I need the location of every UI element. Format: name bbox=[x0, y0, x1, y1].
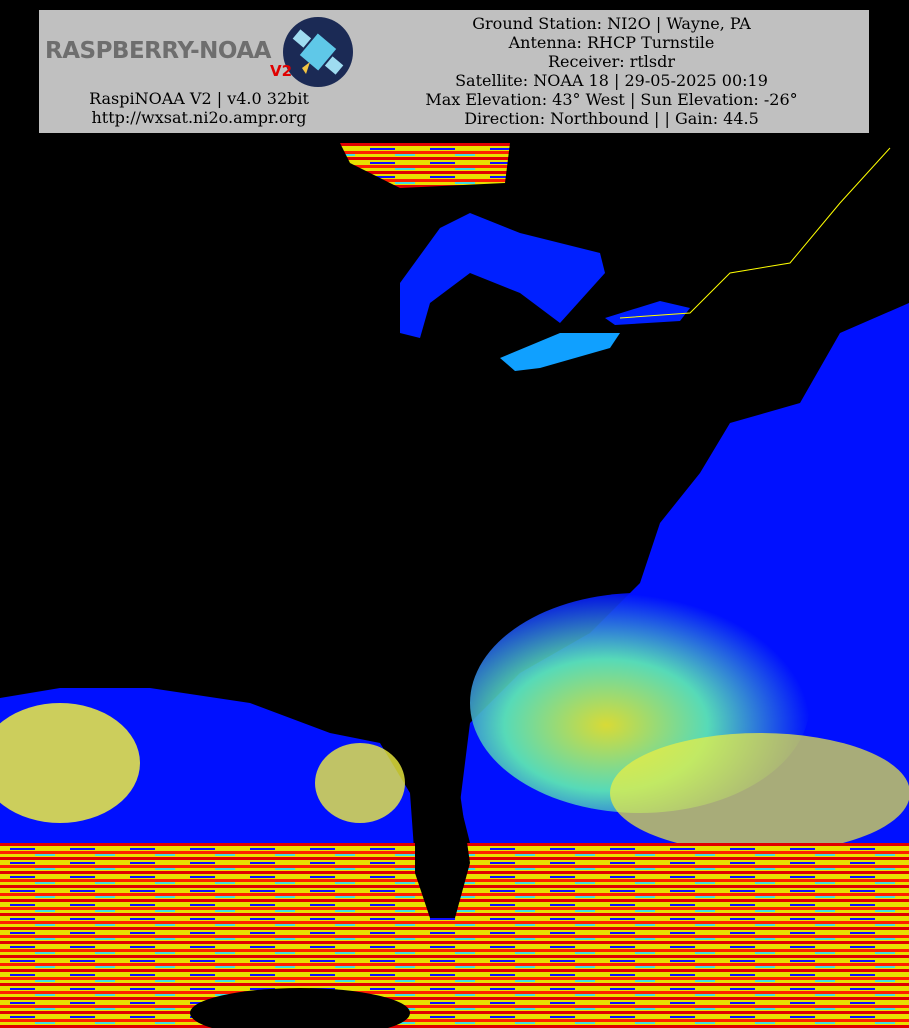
great-lakes bbox=[400, 213, 605, 338]
info-line: Ground Station: NI2O | Wayne, PA bbox=[472, 14, 751, 33]
logo-text: RASPBERRY-NOAA bbox=[45, 38, 271, 64]
info-line: http://wxsat.ni2o.ampr.org bbox=[91, 108, 307, 127]
logo-version: V2 bbox=[270, 62, 293, 80]
cloud-field bbox=[610, 733, 909, 853]
florida bbox=[415, 718, 470, 918]
lake-ontario bbox=[605, 301, 690, 325]
info-line: Antenna: RHCP Turnstile bbox=[508, 33, 715, 52]
noise-top bbox=[340, 143, 510, 188]
lake-erie bbox=[500, 333, 620, 371]
logo-icon bbox=[283, 17, 353, 87]
info-line: Max Elevation: 43° West | Sun Elevation:… bbox=[425, 90, 798, 109]
info-line: Receiver: rtlsdr bbox=[548, 52, 675, 71]
cloud-field bbox=[315, 743, 405, 823]
satellite-image bbox=[0, 143, 909, 1028]
info-line: Direction: Northbound | | Gain: 44.5 bbox=[464, 109, 759, 128]
border-line bbox=[619, 147, 891, 319]
info-line: RaspiNOAA V2 | v4.0 32bit bbox=[89, 89, 309, 108]
cuba bbox=[190, 988, 410, 1028]
info-line: Satellite: NOAA 18 | 29-05-2025 00:19 bbox=[455, 71, 768, 90]
cloud-field bbox=[0, 703, 140, 823]
header: RASPBERRY-NOAA V2 RaspiNOAA V2 | v4.0 32… bbox=[39, 10, 869, 133]
